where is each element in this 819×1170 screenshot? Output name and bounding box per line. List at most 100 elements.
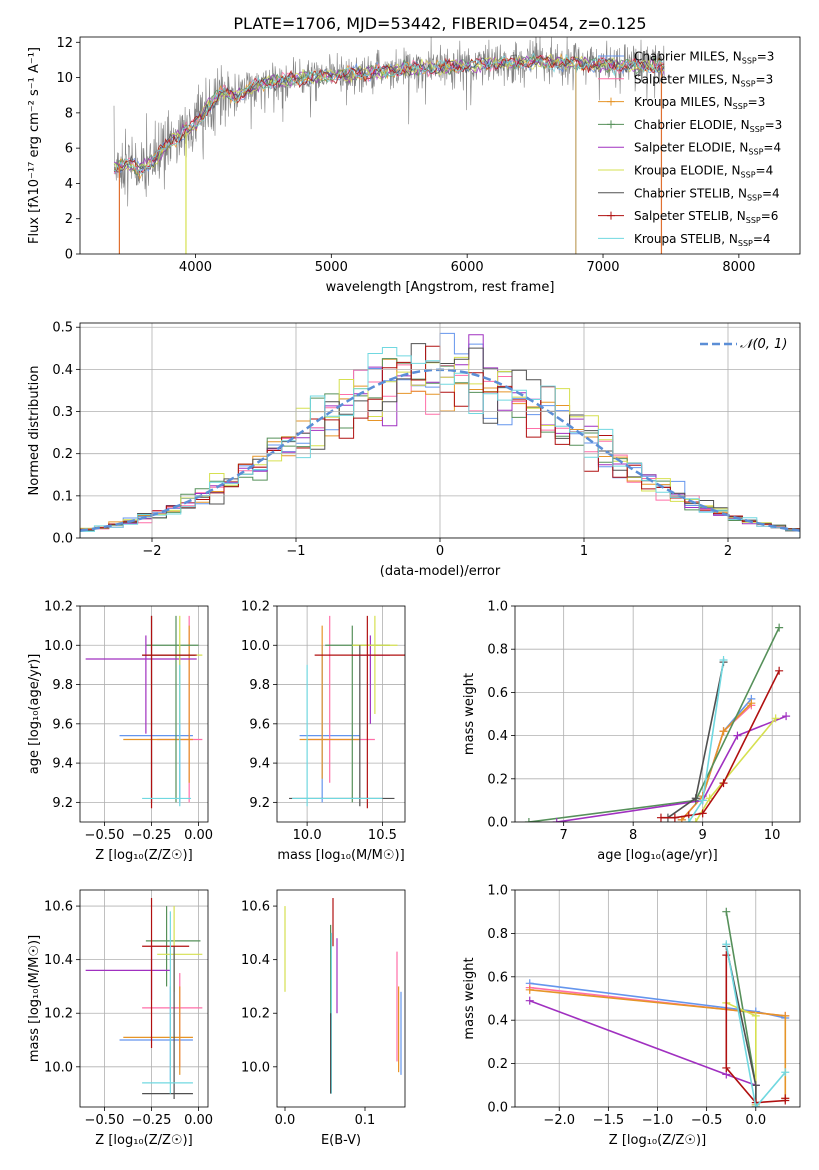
x-axis-label: Z [log₁₀(Z/Z☉)] bbox=[609, 1133, 706, 1148]
legend-subscript: SSP bbox=[741, 171, 756, 180]
z-massweight-panel: −2.0 −1.5 −1.0 −0.5 0.0 0.0 0.2 0.4 0.6 0.8 1.0 Z [… bbox=[462, 884, 801, 1148]
y-tick-label: 0.2 bbox=[487, 772, 508, 787]
legend-marker bbox=[607, 97, 615, 106]
legend-marker bbox=[607, 211, 615, 220]
legend-marker bbox=[607, 120, 615, 129]
x-tick-label: 8000 bbox=[722, 260, 755, 275]
z-mass-panel: −0.50 −0.25 0.00 10.0 10.2 10.4 10.6 Z [log₁₀(Z… bbox=[27, 889, 213, 1148]
y-tick-label: 9.8 bbox=[249, 678, 270, 693]
legend-nssp-value: =3 bbox=[757, 50, 775, 64]
mass-age-frame bbox=[276, 605, 406, 823]
legend-subscript: SSP bbox=[750, 125, 765, 134]
x-tick-label: −0.50 bbox=[85, 828, 125, 843]
weight-marker bbox=[698, 809, 707, 818]
legend-nssp-value: =4 bbox=[756, 164, 774, 178]
y-tick-label: 10.0 bbox=[241, 1060, 270, 1075]
weight-marker bbox=[781, 1094, 790, 1103]
y-tick-label: 10.0 bbox=[241, 639, 270, 654]
y-tick-label: 12 bbox=[56, 36, 73, 51]
x-axis-label: E(B-V) bbox=[321, 1133, 361, 1148]
y-tick-label: 0.5 bbox=[52, 321, 73, 336]
weight-marker bbox=[670, 813, 679, 822]
weight-marker bbox=[656, 813, 665, 822]
x-tick-label: −2 bbox=[142, 544, 161, 559]
z-age-plot-area bbox=[80, 606, 208, 822]
age-massweight-panel: 7 8 9 10 0.0 0.2 0.4 0.6 0.8 1.0 age [log₁₀(age/yr… bbox=[462, 600, 801, 863]
x-tick-label: −0.5 bbox=[691, 1113, 723, 1128]
residual-histogram-plot-area bbox=[80, 323, 800, 538]
y-tick-label: 0.4 bbox=[52, 363, 73, 378]
weight-marker bbox=[722, 907, 731, 916]
y-tick-label: 9.4 bbox=[249, 757, 270, 772]
y-tick-label: 0.4 bbox=[487, 729, 508, 744]
weight-marker bbox=[684, 818, 693, 822]
ebv-mass-frame bbox=[276, 889, 406, 1108]
legend-subscript: SSP bbox=[746, 216, 761, 225]
legend-nssp-value: =3 bbox=[756, 72, 774, 86]
weight-marker bbox=[733, 731, 742, 740]
figure-title: PLATE=1706, MJD=53442, FIBERID=0454, z=0… bbox=[233, 14, 646, 33]
weight-marker bbox=[751, 1103, 760, 1107]
y-tick-label: 10 bbox=[56, 71, 73, 86]
x-tick-label: 0.0 bbox=[745, 1113, 766, 1128]
x-tick-label: 9 bbox=[699, 828, 707, 843]
x-tick-label: 0.00 bbox=[184, 828, 213, 843]
weight-marker bbox=[781, 1068, 790, 1077]
y-tick-label: 0.0 bbox=[52, 532, 73, 547]
age-massweight-frame bbox=[514, 605, 801, 823]
y-tick-label: 0.6 bbox=[487, 686, 508, 701]
legend-label: Chabrier STELIB, NSSP=4 bbox=[634, 186, 780, 202]
y-axis-label: age [log₁₀(age/yr)] bbox=[27, 654, 42, 775]
spectrum-panel: 4000 5000 6000 7000 8000 0 2 4 6 8 10 12 wavelength … bbox=[27, 36, 801, 295]
legend-subscript: SSP bbox=[748, 148, 763, 157]
x-tick-label: 4000 bbox=[179, 260, 212, 275]
weight-line-4 bbox=[556, 715, 787, 822]
ebv-mass-plot-area bbox=[284, 898, 402, 1094]
x-tick-label: −1.5 bbox=[593, 1113, 625, 1128]
weight-line-8 bbox=[725, 944, 786, 1107]
weight-marker bbox=[691, 818, 700, 822]
weight-marker bbox=[719, 656, 728, 664]
weight-marker bbox=[775, 623, 784, 632]
age-massweight-plot-area bbox=[515, 606, 800, 822]
legend-nssp-value: =6 bbox=[761, 209, 779, 223]
mass-age-panel: 10.0 10.5 9.2 9.4 9.6 9.8 10.0 10.2 mass [log₁₀(… bbox=[241, 600, 406, 863]
observed-spectrum bbox=[113, 37, 665, 207]
legend-label: Chabrier MILES, NSSP=3 bbox=[634, 50, 774, 66]
x-tick-label: 10 bbox=[764, 828, 781, 843]
weight-marker bbox=[775, 666, 784, 675]
x-axis-label: (data-model)/error bbox=[380, 564, 501, 579]
y-axis-label: Flux [fλ10⁻¹⁷ erg cm⁻² s⁻¹ A⁻¹] bbox=[27, 47, 42, 244]
weight-marker bbox=[747, 699, 756, 708]
y-tick-label: 0.3 bbox=[52, 405, 73, 420]
y-tick-label: 10.0 bbox=[44, 639, 73, 654]
y-tick-label: 0.0 bbox=[487, 816, 508, 831]
x-axis-label: Z [log₁₀(Z/Z☉)] bbox=[95, 848, 192, 863]
y-tick-label: 10.2 bbox=[44, 600, 73, 615]
x-axis-label: wavelength [Angstrom, rest frame] bbox=[326, 280, 555, 295]
weight-marker bbox=[781, 1011, 790, 1020]
y-tick-label: 10.6 bbox=[241, 900, 270, 915]
weight-marker bbox=[691, 794, 700, 803]
y-tick-label: 10.4 bbox=[44, 953, 73, 968]
x-tick-label: −0.50 bbox=[85, 1113, 125, 1128]
model-line-8 bbox=[113, 52, 665, 175]
legend-label: Kroupa MILES, NSSP=3 bbox=[634, 95, 765, 111]
y-tick-label: 9.6 bbox=[52, 717, 73, 732]
legend-label: Kroupa ELODIE, NSSP=4 bbox=[634, 164, 773, 180]
y-tick-label: 0.8 bbox=[487, 643, 508, 658]
y-tick-label: 0 bbox=[65, 248, 73, 263]
y-tick-label: 10.4 bbox=[241, 953, 270, 968]
x-tick-label: −0.25 bbox=[132, 828, 172, 843]
y-tick-label: 9.2 bbox=[52, 796, 73, 811]
y-tick-label: 4 bbox=[65, 177, 73, 192]
legend-subscript: SSP bbox=[747, 193, 762, 202]
legend-nssp-value: =4 bbox=[753, 232, 771, 246]
weight-marker bbox=[719, 727, 728, 736]
spectrum-frame bbox=[79, 36, 801, 255]
weight-marker bbox=[524, 818, 533, 822]
legend-label: Salpeter MILES, NSSP=3 bbox=[634, 72, 773, 88]
weight-marker bbox=[698, 796, 707, 805]
y-axis-label: mass [log₁₀(M/M☉)] bbox=[27, 935, 42, 1062]
z-age-panel: −0.50 −0.25 0.00 9.2 9.4 9.6 9.8 10.0 10.2 Z [log… bbox=[27, 600, 213, 864]
